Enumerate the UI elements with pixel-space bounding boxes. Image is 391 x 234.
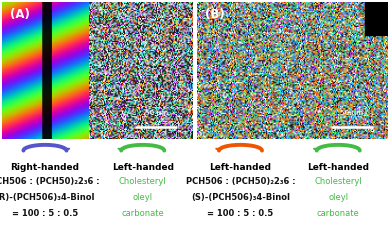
Polygon shape <box>63 149 70 151</box>
Text: = 100 : 5 : 0.5: = 100 : 5 : 0.5 <box>12 209 78 218</box>
Text: = 100 : 5 : 0.5: = 100 : 5 : 0.5 <box>207 209 274 218</box>
Text: 50 μm: 50 μm <box>145 110 168 116</box>
Text: (R)-(PCH506)₃4-Binol: (R)-(PCH506)₃4-Binol <box>0 193 95 202</box>
Text: carbonate: carbonate <box>121 209 164 218</box>
Text: (S)-(PCH506)₃4-Binol: (S)-(PCH506)₃4-Binol <box>191 193 290 202</box>
Polygon shape <box>118 149 125 151</box>
Text: (A): (A) <box>9 8 29 21</box>
Text: Left-handed: Left-handed <box>307 163 369 172</box>
Text: PCH506 : (PCH50)₂2₃6 :: PCH506 : (PCH50)₂2₃6 : <box>186 177 295 186</box>
Text: PCH506 : (PCH50)₂2₃6 :: PCH506 : (PCH50)₂2₃6 : <box>0 177 100 186</box>
Polygon shape <box>313 149 320 151</box>
Text: carbonate: carbonate <box>317 209 360 218</box>
Text: oleyl: oleyl <box>328 193 348 202</box>
Text: Right-handed: Right-handed <box>11 163 79 172</box>
Text: Left-handed: Left-handed <box>210 163 271 172</box>
Text: Cholesteryl: Cholesteryl <box>314 177 362 186</box>
Text: (B): (B) <box>205 8 225 21</box>
Text: 50 μm: 50 μm <box>340 110 363 116</box>
Polygon shape <box>215 149 222 151</box>
Text: Cholesteryl: Cholesteryl <box>119 177 167 186</box>
Text: oleyl: oleyl <box>133 193 153 202</box>
Text: Left-handed: Left-handed <box>112 163 174 172</box>
